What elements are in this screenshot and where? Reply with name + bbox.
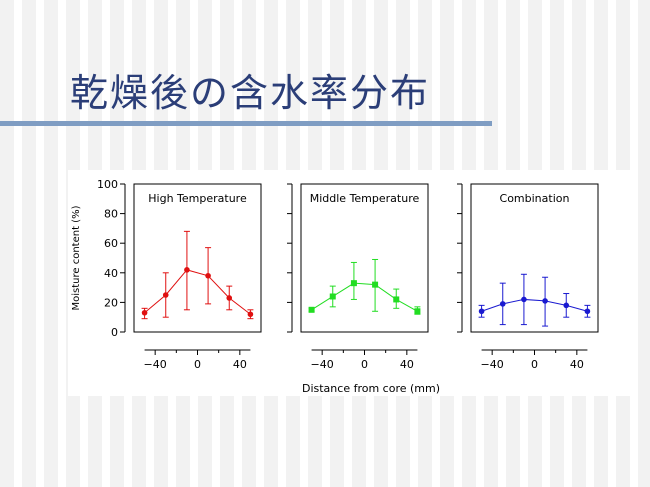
panel1-series-line <box>144 269 251 315</box>
panel1-x-tick-label: −40 <box>144 358 167 371</box>
y-tick-label: 20 <box>104 296 118 309</box>
panel1-data-point <box>247 311 254 318</box>
panel1-data-point <box>205 272 211 279</box>
y-axis-label: Moisture content (%) <box>71 205 82 310</box>
panel2-data-point <box>350 280 357 287</box>
panel1-data-point <box>162 292 169 298</box>
panel3-series-line <box>481 298 588 312</box>
panel3-data-point <box>563 302 570 309</box>
panel2-x-tick-label: 0 <box>361 358 368 371</box>
panel3-data-point <box>499 301 506 307</box>
panel1-frame <box>133 183 262 333</box>
panel3-frame <box>470 183 599 333</box>
panel2-data-point <box>393 296 400 303</box>
y-tick-label: 100 <box>97 178 118 191</box>
panel3-data-point <box>542 298 548 304</box>
panel1-title: High Temperature <box>148 192 247 205</box>
panel1-data-point <box>226 295 233 301</box>
panel2-data-point <box>308 306 315 313</box>
panel2-data-point <box>372 281 379 288</box>
panel1-data-point <box>184 267 190 273</box>
panel3-data-point <box>584 308 591 315</box>
panel2-frame <box>300 183 429 333</box>
panel2-series-line <box>311 282 418 312</box>
panel3-data-point <box>521 296 527 303</box>
panel2-x-tick-label: −40 <box>311 358 334 371</box>
panel3-title: Combination <box>500 192 570 205</box>
slide-title: 乾燥後の含水率分布 <box>70 71 431 115</box>
panel3-x-tick-label: 0 <box>531 358 538 371</box>
panel1-x-tick-label: 0 <box>194 358 201 371</box>
panel2-data-point <box>329 293 336 300</box>
y-tick-label: 0 <box>111 326 118 339</box>
x-axis-label: Distance from core (mm) <box>302 382 440 395</box>
y-tick-label: 80 <box>104 208 118 221</box>
moisture-chart: High Temperature 0 20 40 60 80 100 −40 0 40 Middle… <box>71 178 599 395</box>
panel2-data-point <box>414 308 421 315</box>
panel2-x-tick-label: 40 <box>400 358 414 371</box>
panel3-x-tick-label: 40 <box>570 358 584 371</box>
panel1-data-point <box>141 309 148 316</box>
panel3-x-tick-label: −40 <box>481 358 504 371</box>
panel3-data-point <box>478 308 485 315</box>
y-tick-label: 40 <box>104 267 118 280</box>
panel1-x-tick-label: 40 <box>233 358 247 371</box>
title-rule <box>0 121 492 126</box>
panel2-title: Middle Temperature <box>310 192 420 205</box>
y-tick-label: 60 <box>104 237 118 250</box>
chart-area: High Temperature 0 20 40 60 80 100 −40 0 40 Middle… <box>68 170 636 396</box>
